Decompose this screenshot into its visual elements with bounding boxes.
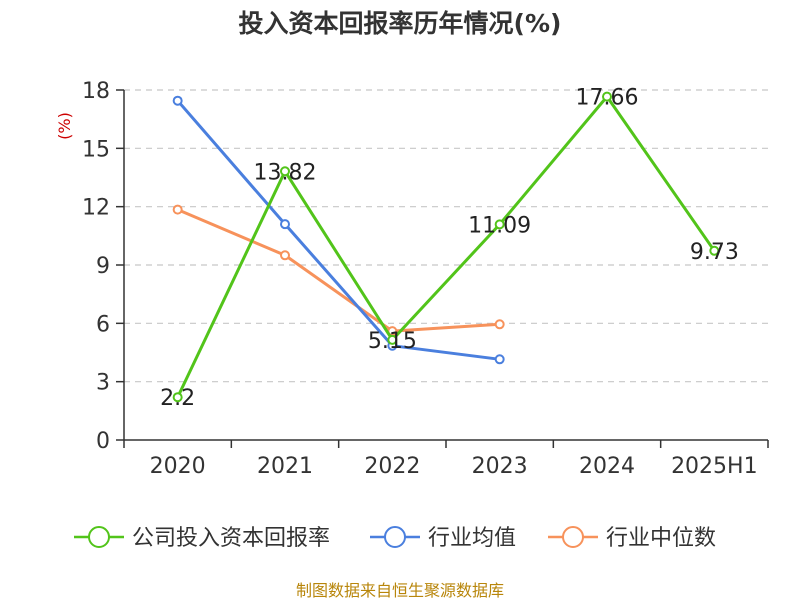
series-line (176, 99, 500, 361)
y-tick-label: 9 (96, 254, 110, 279)
y-tick-label: 3 (96, 371, 110, 396)
chart-title: 投入资本回报率历年情况(%) (239, 9, 562, 38)
legend: 公司投入资本回报率 行业均值 行业中位数 (74, 526, 716, 551)
legend-marker (562, 526, 584, 548)
legend-label: 行业均值 (428, 526, 516, 551)
y-tick-label: 15 (82, 137, 110, 162)
data-label: 9.73 (690, 240, 739, 265)
data-point (280, 250, 290, 261)
legend-label: 行业中位数 (606, 526, 716, 551)
y-axis-label: (%) (55, 112, 74, 140)
data-point (602, 91, 612, 102)
series-line (177, 208, 500, 333)
axes: 0 3 6 9 12 15 18 2020 2021 2022 2023 2024 2025H1 (82, 79, 769, 479)
data-point (172, 204, 183, 215)
data-point (494, 354, 505, 365)
series-line (176, 95, 716, 398)
y-tick-label: 12 (82, 196, 110, 221)
data-label: 2.2 (160, 386, 195, 411)
data-point (172, 95, 183, 106)
data-label: 17.66 (576, 86, 639, 111)
grid-lines (124, 89, 768, 383)
x-tick-label: 2023 (472, 454, 528, 479)
legend-label: 公司投入资本回报率 (132, 526, 330, 551)
data-label: 5.15 (368, 329, 417, 354)
data-point (494, 319, 505, 330)
data-labels: 2.2 13.82 5.15 11.09 17.66 9.73 (160, 86, 739, 412)
data-label: 13.82 (254, 160, 317, 185)
data-point (280, 219, 290, 230)
data-point (387, 334, 398, 345)
legend-marker (88, 526, 110, 548)
legend-marker (384, 526, 406, 548)
x-tick-label: 2021 (257, 454, 313, 479)
y-tick-label: 0 (96, 429, 110, 454)
data-point (709, 245, 720, 256)
y-tick-label: 18 (82, 79, 110, 104)
data-label: 11.09 (468, 213, 531, 238)
y-tick-label: 6 (96, 312, 110, 337)
source-note: 制图数据来自恒生聚源数据库 (296, 581, 504, 600)
x-tick-label: 2025H1 (671, 454, 758, 479)
x-tick-label: 2020 (150, 454, 206, 479)
x-tick-label: 2024 (579, 454, 635, 479)
data-point (494, 219, 505, 230)
series-group (172, 91, 720, 403)
data-point (280, 166, 290, 177)
x-tick-label: 2022 (364, 454, 420, 479)
data-point (172, 392, 183, 403)
